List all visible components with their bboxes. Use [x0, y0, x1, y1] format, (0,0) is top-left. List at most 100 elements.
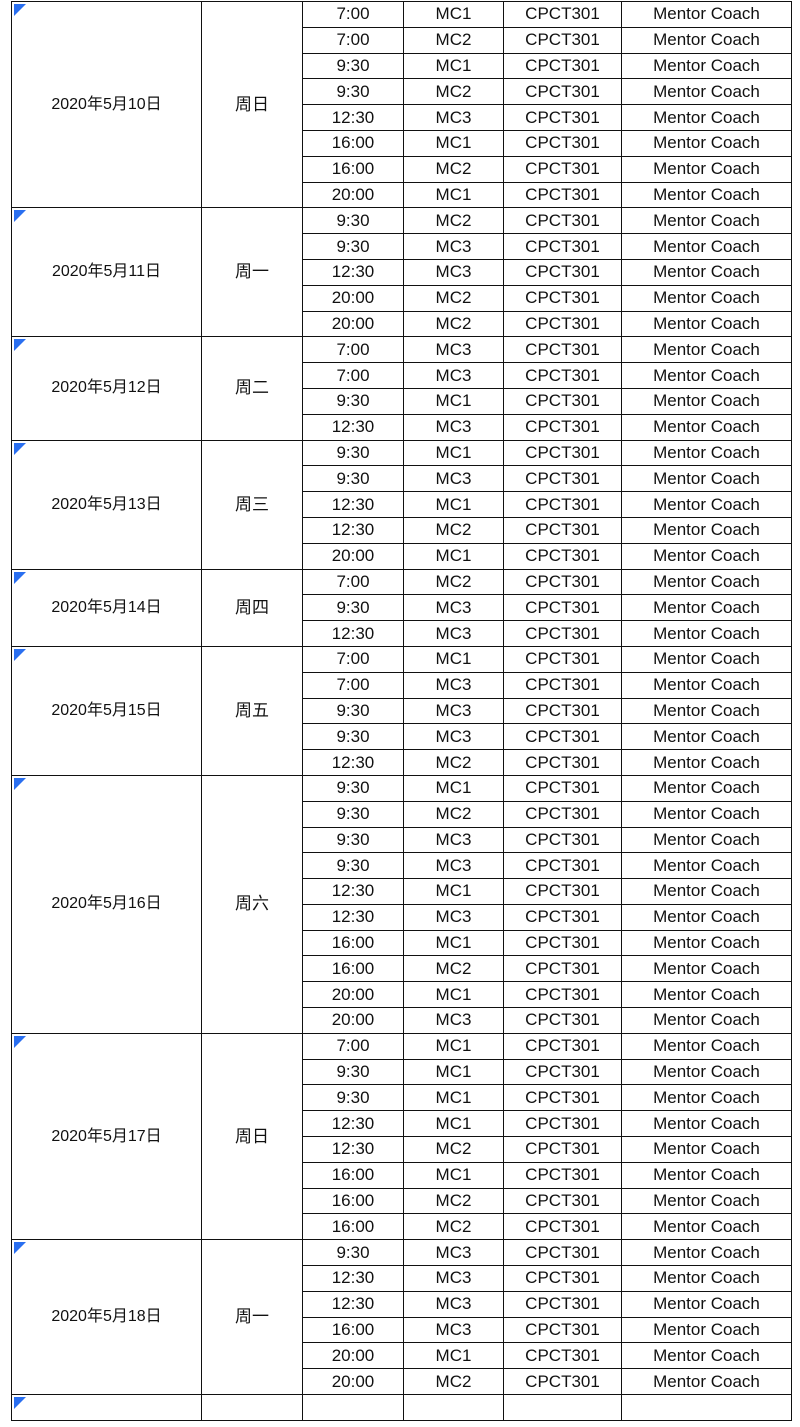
date-cell: 2020年5月14日: [11, 568, 202, 647]
coach-cell: MC3: [403, 723, 504, 751]
time-cell: 16:00: [302, 1187, 404, 1215]
time-cell: 7:00: [302, 26, 404, 54]
table-row: 12:30 MC3 CPCT301 Mentor Coach: [12, 903, 792, 931]
table-row: 20:00 MC1 CPCT301 Mentor Coach: [12, 981, 792, 1009]
time-cell: 9:30: [302, 852, 404, 880]
course-name-cell: Mentor Coach: [621, 1239, 792, 1267]
table-row: 2020年5月16日 周六 9:30 MC1 CPCT301 Mentor Coach: [11, 774, 792, 1034]
course-code-cell: CPCT301: [503, 981, 622, 1009]
coach-cell: MC3: [403, 852, 504, 880]
table-row: [11, 1394, 792, 1421]
coach-cell: MC2: [403, 1213, 504, 1241]
table-row: 16:00 MC1 CPCT301 Mentor Coach: [12, 1161, 792, 1189]
time-cell: 16:00: [302, 955, 404, 983]
coach-cell: MC3: [403, 1007, 504, 1034]
date-text: 2020年5月18日: [51, 1308, 162, 1326]
course-name-cell: Mentor Coach: [621, 284, 792, 312]
comment-marker-icon[interactable]: [14, 571, 26, 584]
comment-marker-icon[interactable]: [14, 648, 26, 661]
date-text: 2020年5月14日: [51, 598, 162, 616]
time-cell: 20:00: [302, 1368, 404, 1396]
course-name-cell: Mentor Coach: [621, 852, 792, 880]
course-code-cell: CPCT301: [503, 284, 622, 312]
coach-cell: MC3: [403, 233, 504, 260]
course-code-cell: CPCT301: [503, 336, 622, 364]
table-row: 9:30 MC3 CPCT301 Mentor Coach: [12, 852, 792, 880]
coach-cell: MC2: [403, 568, 504, 596]
coach-cell: MC2: [403, 1187, 504, 1215]
time-cell: 16:00: [302, 1161, 404, 1189]
table-row: 12:30 MC3 CPCT301 Mentor Coach: [12, 1290, 792, 1318]
weekday-cell: 周日: [201, 0, 303, 209]
time-cell: 12:30: [302, 903, 404, 931]
table-row: 9:30 MC3 CPCT301 Mentor Coach: [12, 233, 792, 260]
time-cell: 12:30: [302, 491, 404, 518]
time-cell: 12:30: [302, 258, 404, 286]
course-name-cell: Mentor Coach: [621, 1, 792, 28]
date-cell: 2020年5月15日: [11, 645, 202, 776]
comment-marker-icon[interactable]: [14, 339, 26, 352]
course-code-cell: CPCT301: [503, 1342, 622, 1370]
coach-cell: MC1: [403, 774, 504, 802]
coach-cell: MC2: [403, 310, 504, 338]
table-row: 12:30 MC1 CPCT301 Mentor Coach: [12, 1110, 792, 1138]
coach-cell: MC3: [403, 594, 504, 622]
time-cell: 7:00: [302, 645, 404, 673]
comment-marker-icon[interactable]: [14, 1397, 26, 1410]
comment-marker-icon[interactable]: [14, 210, 26, 223]
course-code-cell: CPCT301: [503, 387, 622, 415]
date-cell: 2020年5月12日: [11, 336, 202, 441]
coach-cell: MC2: [403, 1136, 504, 1163]
time-cell: 16:00: [302, 1213, 404, 1241]
comment-marker-icon[interactable]: [14, 777, 26, 790]
course-code-cell: CPCT301: [503, 1058, 622, 1086]
coach-cell: MC3: [403, 1290, 504, 1318]
time-cell: 9:30: [302, 697, 404, 725]
course-code-cell: CPCT301: [503, 594, 622, 622]
empty-cell: [201, 1394, 303, 1421]
course-name-cell: Mentor Coach: [621, 207, 792, 235]
table-row: 20:00 MC1 CPCT301 Mentor Coach: [12, 181, 792, 209]
table-row: 2020年5月15日 周五 7:00 MC1 CPCT301 Mentor Coach: [11, 645, 792, 776]
comment-marker-icon[interactable]: [14, 442, 26, 455]
time-cell: 12:30: [302, 104, 404, 131]
course-name-cell: Mentor Coach: [621, 516, 792, 544]
course-name-cell: Mentor Coach: [621, 1368, 792, 1396]
time-cell: 7:00: [302, 362, 404, 389]
course-name-cell: Mentor Coach: [621, 620, 792, 647]
time-cell: 20:00: [302, 310, 404, 338]
time-cell: 12:30: [302, 413, 404, 441]
time-cell: 12:30: [302, 1290, 404, 1318]
table-row: 9:30 MC1 CPCT301 Mentor Coach: [12, 52, 792, 80]
time-cell: 9:30: [302, 387, 404, 415]
course-name-cell: Mentor Coach: [621, 387, 792, 415]
coach-cell: MC2: [403, 749, 504, 776]
comment-marker-icon[interactable]: [14, 4, 26, 16]
coach-cell: MC1: [403, 387, 504, 415]
date-text: 2020年5月15日: [51, 701, 162, 719]
table-row: 2020年5月17日 周日 7:00 MC1 CPCT301 Mentor Coach: [11, 1032, 792, 1241]
table-row: 7:00 MC3 CPCT301 Mentor Coach: [12, 362, 792, 389]
course-name-cell: Mentor Coach: [621, 723, 792, 751]
time-cell: 9:30: [302, 439, 404, 467]
course-name-cell: Mentor Coach: [621, 362, 792, 389]
date-text: 2020年5月13日: [51, 495, 162, 513]
time-cell: 20:00: [302, 181, 404, 209]
date-cell: 2020年5月13日: [11, 439, 202, 570]
course-name-cell: Mentor Coach: [621, 129, 792, 157]
course-code-cell: CPCT301: [503, 465, 622, 493]
course-name-cell: Mentor Coach: [621, 929, 792, 957]
weekday-cell: 周一: [201, 207, 303, 338]
date-cell: 2020年5月10日: [11, 0, 202, 209]
empty-cell: [503, 1394, 622, 1421]
table-row: 20:00 MC1 CPCT301 Mentor Coach: [12, 542, 792, 570]
coach-cell: MC2: [403, 155, 504, 183]
time-cell: 9:30: [302, 465, 404, 493]
time-cell: 12:30: [302, 1110, 404, 1138]
comment-marker-icon[interactable]: [14, 1035, 26, 1048]
comment-marker-icon[interactable]: [14, 1242, 26, 1255]
course-name-cell: Mentor Coach: [621, 826, 792, 854]
course-name-cell: Mentor Coach: [621, 749, 792, 776]
course-name-cell: Mentor Coach: [621, 1187, 792, 1215]
course-name-cell: Mentor Coach: [621, 955, 792, 983]
